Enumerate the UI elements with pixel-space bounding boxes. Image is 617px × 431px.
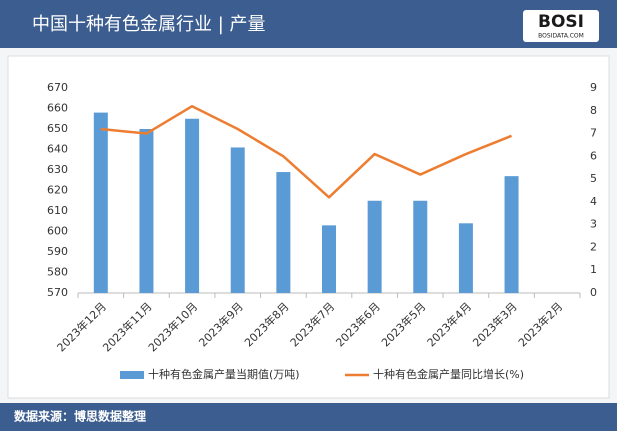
y-tick-label: 600 bbox=[47, 225, 68, 238]
source: 数据来源：博思数据整理 bbox=[14, 409, 146, 424]
legend-label: 十种有色金属产量同比增长(%) bbox=[373, 367, 524, 381]
bar bbox=[322, 225, 336, 293]
y2-tick-label: 3 bbox=[590, 218, 597, 231]
logo-text: BOSI bbox=[538, 12, 584, 32]
chart-title: 中国十种有色金属行业 | 产量 bbox=[32, 14, 266, 35]
bar bbox=[367, 200, 382, 293]
bar bbox=[504, 176, 519, 293]
y2-tick-label: 1 bbox=[590, 263, 597, 276]
bar bbox=[139, 129, 154, 293]
y2-tick-label: 4 bbox=[590, 195, 597, 208]
logo-box bbox=[523, 10, 599, 42]
footer-bar bbox=[0, 403, 617, 431]
bar bbox=[413, 200, 428, 293]
y-tick-label: 620 bbox=[47, 184, 68, 197]
y2-tick-label: 9 bbox=[590, 81, 597, 94]
y-tick-label: 610 bbox=[47, 204, 68, 217]
legend-label: 十种有色金属产量当期值(万吨) bbox=[148, 367, 300, 381]
y2-tick-label: 0 bbox=[590, 286, 597, 299]
y2-tick-label: 8 bbox=[590, 104, 597, 117]
y2-tick-label: 6 bbox=[590, 149, 597, 162]
bar bbox=[230, 147, 245, 293]
bar bbox=[276, 172, 291, 293]
y2-tick-label: 2 bbox=[590, 240, 597, 253]
legend-swatch bbox=[120, 371, 144, 379]
header-bar bbox=[0, 0, 617, 48]
y-tick-label: 640 bbox=[47, 143, 68, 156]
y-tick-label: 590 bbox=[47, 245, 68, 258]
y2-tick-label: 5 bbox=[590, 172, 597, 185]
y-tick-label: 660 bbox=[47, 102, 68, 115]
bar bbox=[185, 118, 200, 293]
y2-tick-label: 7 bbox=[590, 127, 597, 140]
bar bbox=[93, 112, 108, 293]
y-tick-label: 650 bbox=[47, 122, 68, 135]
y-tick-label: 580 bbox=[47, 266, 68, 279]
logo-subtext: BOSIDATA.COM bbox=[538, 33, 584, 40]
y-tick-label: 630 bbox=[47, 163, 68, 176]
line bbox=[100, 104, 513, 199]
y-tick-label: 670 bbox=[47, 81, 68, 94]
bar bbox=[458, 223, 473, 293]
y-tick-label: 570 bbox=[47, 286, 68, 299]
